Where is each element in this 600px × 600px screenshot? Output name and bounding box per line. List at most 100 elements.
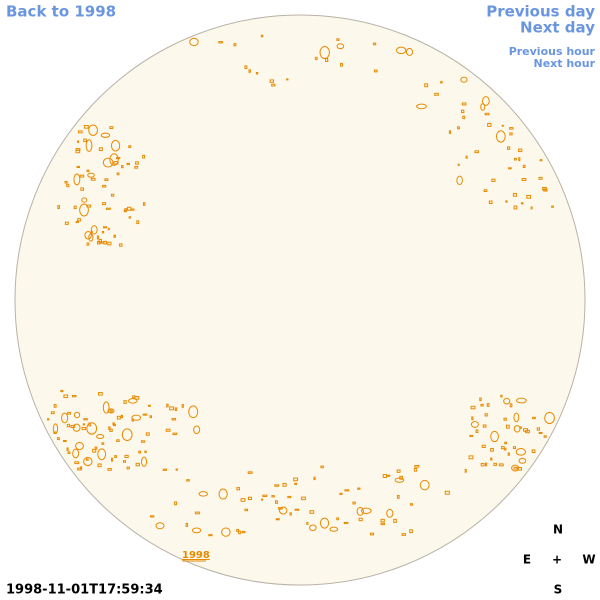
contour <box>87 172 95 178</box>
contour <box>518 148 523 153</box>
year-link[interactable]: 1998 <box>182 550 210 561</box>
contour <box>186 479 190 482</box>
contour <box>96 433 105 440</box>
contour <box>107 241 112 246</box>
contour <box>462 115 466 120</box>
contour <box>247 496 252 501</box>
previous-day-link[interactable]: Previous day <box>486 3 595 21</box>
contour <box>72 394 77 398</box>
contour <box>236 487 241 491</box>
contour <box>269 79 274 83</box>
contour <box>360 507 372 515</box>
contour <box>47 418 50 421</box>
back-link[interactable]: Back to 1998 <box>6 3 116 21</box>
contour <box>309 510 315 514</box>
contour <box>490 447 494 452</box>
contour <box>101 442 105 445</box>
contour <box>128 216 132 219</box>
contour <box>108 426 111 430</box>
contour <box>374 69 378 73</box>
contour <box>542 186 547 191</box>
contour <box>470 405 476 410</box>
contour <box>493 462 497 466</box>
contour <box>255 71 259 75</box>
contour <box>509 127 514 130</box>
contour <box>401 533 407 536</box>
contour <box>504 441 507 445</box>
contour <box>409 503 414 506</box>
contour <box>80 187 84 191</box>
contour <box>111 457 114 462</box>
compass-south: S <box>554 583 563 597</box>
contour <box>142 154 146 159</box>
contour <box>166 403 169 408</box>
contour <box>126 162 130 166</box>
contour <box>325 58 329 62</box>
contour <box>140 440 146 443</box>
contour <box>165 428 171 432</box>
contour <box>116 415 121 420</box>
contour <box>110 139 121 152</box>
contour <box>405 47 414 57</box>
contour <box>424 83 429 88</box>
contour <box>97 448 107 461</box>
contour <box>394 477 405 483</box>
contour <box>162 468 168 471</box>
contour <box>444 490 450 495</box>
contour <box>98 147 103 152</box>
contour <box>336 43 345 50</box>
contour <box>486 403 490 407</box>
contour <box>116 439 120 442</box>
contour <box>174 501 178 506</box>
contour <box>53 404 57 408</box>
contour <box>481 444 486 448</box>
contour <box>135 161 139 165</box>
contour <box>155 522 165 530</box>
contour <box>102 184 107 188</box>
contour <box>82 423 85 426</box>
contour <box>67 411 71 415</box>
contour <box>97 463 102 468</box>
contour <box>60 389 64 393</box>
contour <box>109 428 113 432</box>
contour <box>460 76 468 83</box>
contour <box>83 125 89 129</box>
contour <box>86 169 90 172</box>
next-day-link[interactable]: Next day <box>520 19 595 37</box>
contour <box>532 416 536 420</box>
contour <box>471 416 474 421</box>
contour <box>319 517 330 529</box>
contour <box>73 205 77 210</box>
contour <box>393 518 397 523</box>
contour <box>83 138 87 143</box>
contour <box>188 405 199 419</box>
contour <box>396 494 400 499</box>
contour <box>503 397 511 405</box>
contour <box>339 492 343 495</box>
contour <box>142 413 148 416</box>
next-hour-link[interactable]: Next hour <box>534 57 596 70</box>
contour <box>53 431 57 434</box>
contour <box>396 469 401 473</box>
contour <box>66 447 69 452</box>
contour <box>277 507 283 510</box>
contour <box>501 124 504 127</box>
contour <box>124 208 127 212</box>
contour <box>106 207 111 210</box>
contour <box>274 484 280 487</box>
previous-hour-link[interactable]: Previous hour <box>509 45 596 58</box>
contour <box>88 233 94 242</box>
contour <box>293 477 299 482</box>
contour <box>320 465 324 469</box>
contour <box>56 437 60 441</box>
contour <box>86 422 98 435</box>
contour <box>131 414 142 421</box>
contour <box>112 423 116 427</box>
contour <box>122 460 127 463</box>
contour <box>287 495 292 499</box>
contour <box>511 464 520 472</box>
contour <box>138 450 142 454</box>
contour <box>419 479 430 491</box>
contour <box>491 178 496 182</box>
